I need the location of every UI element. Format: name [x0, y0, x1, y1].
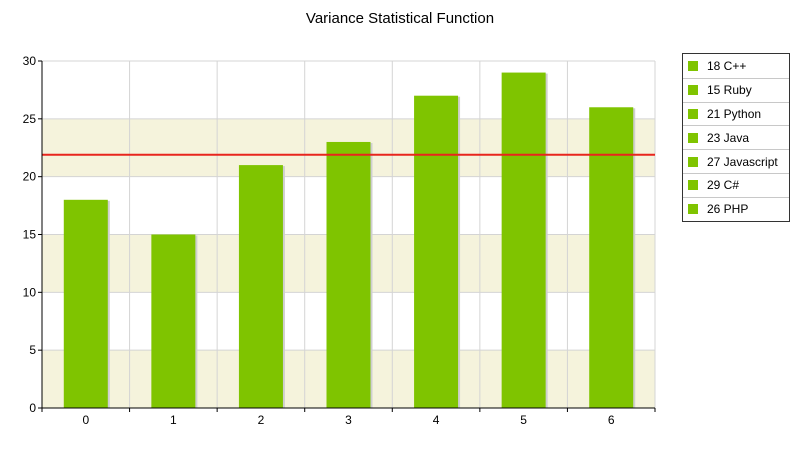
y-tick-label: 5 [29, 343, 36, 357]
x-tick-label: 3 [345, 413, 352, 427]
y-tick-label: 10 [23, 285, 37, 299]
legend-label: 23 Java [707, 130, 750, 145]
y-tick-label: 0 [29, 401, 36, 415]
bar [326, 141, 371, 408]
bar [238, 165, 283, 408]
x-tick-label: 2 [258, 413, 265, 427]
legend-label: 27 Javascript [707, 154, 778, 169]
legend-item: 21 Python [683, 101, 789, 126]
x-tick-label: 4 [433, 413, 440, 427]
bar [589, 107, 634, 409]
bar [414, 95, 459, 408]
legend-swatch [688, 132, 698, 143]
bar [151, 234, 196, 408]
legend-item: 18 C++ [683, 54, 789, 78]
y-tick-label: 25 [23, 112, 37, 126]
bar [63, 199, 108, 408]
legend-label: 26 PHP [707, 202, 749, 217]
legend-swatch [688, 204, 698, 215]
legend-item: 23 Java [683, 125, 789, 149]
y-tick-label: 15 [23, 228, 37, 242]
legend-item: 27 Javascript [683, 149, 789, 173]
legend-label: 21 Python [707, 106, 762, 121]
x-tick-label: 1 [170, 413, 177, 427]
x-tick-label: 6 [608, 413, 615, 427]
legend-label: 18 C++ [707, 58, 747, 73]
legend-label: 15 Ruby [707, 83, 752, 98]
x-tick-label: 5 [520, 413, 527, 427]
y-tick-label: 20 [23, 170, 37, 184]
legend-swatch [688, 180, 698, 191]
y-tick-label: 30 [23, 54, 37, 68]
legend: 18 C++ 15 Ruby 21 Python 23 Java 27 Javascri… [682, 53, 790, 222]
legend-swatch [688, 85, 698, 96]
chart-title: Variance Statistical Function [305, 10, 495, 27]
x-tick-label: 0 [82, 413, 89, 427]
legend-label: 29 C# [707, 178, 740, 193]
legend-item: 26 PHP [683, 196, 789, 221]
bar [501, 72, 546, 409]
legend-item: 15 Ruby [683, 77, 789, 102]
legend-swatch [688, 108, 698, 119]
legend-swatch [688, 156, 698, 167]
legend-item: 29 C# [683, 172, 789, 197]
legend-swatch [688, 60, 698, 71]
